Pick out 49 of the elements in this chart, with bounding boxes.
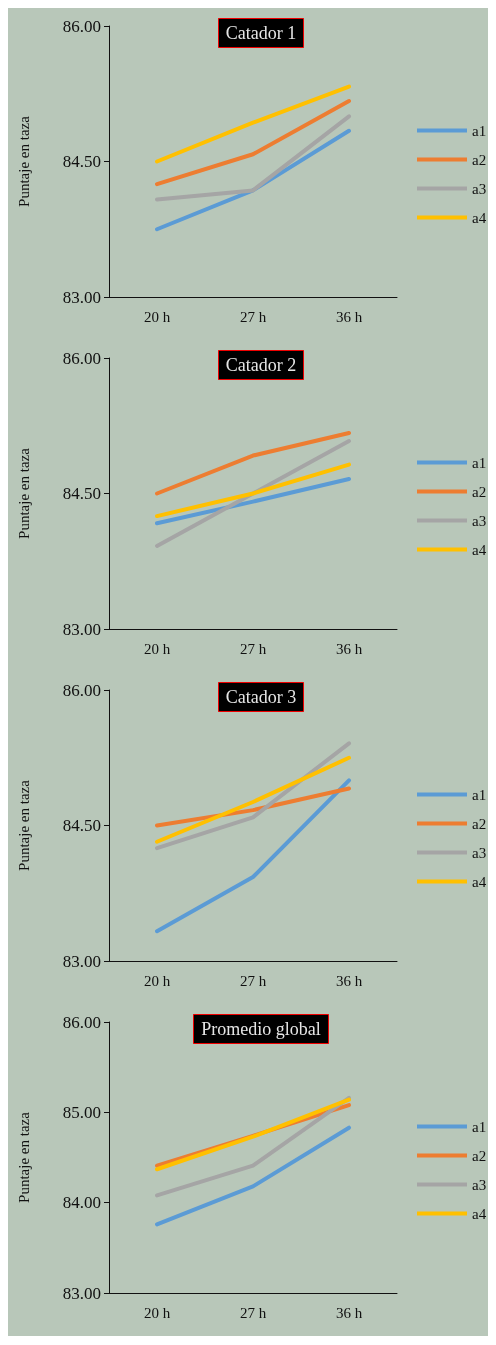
y-tick-label: 86.00 bbox=[62, 1012, 101, 1032]
y-tick-label: 84.50 bbox=[62, 816, 101, 835]
y-tick-label: 83.00 bbox=[62, 287, 101, 307]
y-axis-title: Puntaje en taza bbox=[15, 1111, 32, 1203]
legend-label: a2 bbox=[472, 151, 487, 168]
x-tick-label: 20 h bbox=[143, 972, 171, 989]
x-tick-label: 36 h bbox=[335, 640, 363, 657]
chart-title: Promedio global bbox=[201, 1019, 321, 1039]
legend-label: a3 bbox=[472, 844, 487, 861]
legend-label: a3 bbox=[472, 512, 487, 529]
x-tick-label: 36 h bbox=[335, 972, 363, 989]
x-tick-label: 20 h bbox=[143, 308, 171, 325]
y-axis-title: Puntaje en taza bbox=[15, 779, 32, 871]
legend-label: a2 bbox=[472, 1147, 487, 1164]
legend-label: a1 bbox=[472, 1118, 487, 1135]
y-tick-label: 83.00 bbox=[62, 1283, 101, 1303]
legend-label: a4 bbox=[472, 209, 487, 226]
legend-label: a2 bbox=[472, 483, 487, 500]
x-tick-label: 20 h bbox=[143, 640, 171, 657]
legend-label: a3 bbox=[472, 1176, 487, 1193]
x-tick-label: 27 h bbox=[239, 972, 267, 989]
legend-label: a2 bbox=[472, 815, 487, 832]
y-axis-title: Puntaje en taza bbox=[15, 115, 32, 207]
legend-label: a4 bbox=[472, 873, 487, 890]
x-tick-label: 27 h bbox=[239, 640, 267, 657]
y-tick-label: 83.00 bbox=[62, 951, 101, 971]
y-tick-label: 83.00 bbox=[62, 619, 101, 639]
x-tick-label: 36 h bbox=[335, 308, 363, 325]
x-tick-label: 36 h bbox=[335, 1304, 363, 1321]
y-tick-label: 85.00 bbox=[62, 1102, 101, 1122]
legend-label: a4 bbox=[472, 1205, 487, 1222]
legend-label: a1 bbox=[472, 122, 487, 139]
chart-title: Catador 3 bbox=[225, 687, 297, 707]
y-tick-label: 86.00 bbox=[62, 348, 101, 368]
chart-title: Catador 1 bbox=[225, 23, 297, 43]
legend-label: a1 bbox=[472, 786, 487, 803]
legend-label: a1 bbox=[472, 454, 487, 471]
x-tick-label: 20 h bbox=[143, 1304, 171, 1321]
x-tick-label: 27 h bbox=[239, 308, 267, 325]
legend-label: a3 bbox=[472, 180, 487, 197]
y-tick-label: 86.00 bbox=[62, 680, 101, 700]
y-tick-label: 84.00 bbox=[62, 1193, 101, 1213]
chart-title: Catador 2 bbox=[225, 355, 297, 375]
y-axis-title: Puntaje en taza bbox=[15, 447, 32, 539]
legend-label: a4 bbox=[472, 541, 487, 558]
y-tick-label: 84.50 bbox=[62, 152, 101, 171]
y-tick-label: 86.00 bbox=[62, 16, 101, 36]
y-tick-label: 84.50 bbox=[62, 484, 101, 503]
x-tick-label: 27 h bbox=[239, 1304, 267, 1321]
